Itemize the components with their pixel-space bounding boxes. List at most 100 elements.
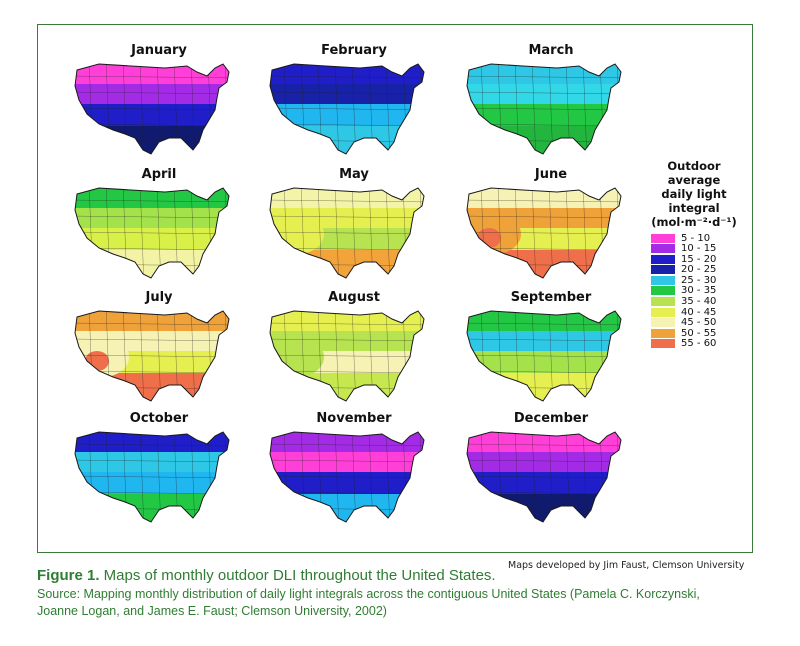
state-border xyxy=(385,188,391,278)
state-border xyxy=(270,354,424,358)
us-map xyxy=(269,63,425,155)
state-border xyxy=(139,64,145,154)
state-border xyxy=(190,311,196,401)
legend-item: 40 - 45 xyxy=(651,307,750,318)
dli-band xyxy=(467,351,621,373)
state-border xyxy=(270,459,424,463)
legend-swatch xyxy=(651,254,675,264)
dli-band xyxy=(467,104,621,126)
month-panel-august: August xyxy=(264,290,444,412)
month-panel-may: May xyxy=(264,167,444,289)
state-border xyxy=(69,524,239,526)
dli-band xyxy=(75,250,229,278)
legend-item: 5 - 10 xyxy=(651,233,750,244)
month-title: April xyxy=(141,167,177,182)
state-border xyxy=(139,432,145,522)
state-border xyxy=(190,188,196,278)
state-border xyxy=(467,443,621,447)
state-border xyxy=(334,311,340,401)
month-panel-march: March xyxy=(461,43,641,165)
legend-label: 45 - 50 xyxy=(681,317,717,329)
month-panel-june: June xyxy=(461,167,641,289)
state-border xyxy=(139,188,145,278)
state-border xyxy=(467,459,621,463)
dli-band xyxy=(270,250,424,278)
dli-band xyxy=(75,104,229,126)
us-map xyxy=(69,431,239,526)
month-panel-april: April xyxy=(69,167,249,289)
state-border xyxy=(467,107,621,111)
legend-swatch xyxy=(651,265,675,275)
legend-swatch xyxy=(651,286,675,296)
legend-title-line: daily light xyxy=(661,187,727,201)
dli-region-peak xyxy=(477,228,501,248)
legend-item: 25 - 30 xyxy=(651,275,750,286)
dli-band xyxy=(75,373,229,401)
state-border xyxy=(190,64,196,154)
dli-band xyxy=(75,64,229,84)
month-panel-december: December xyxy=(461,411,641,533)
legend-swatch xyxy=(651,339,675,349)
us-outline xyxy=(74,310,230,402)
dli-band xyxy=(270,432,424,452)
dli-region-peak xyxy=(85,351,109,371)
state-border xyxy=(467,231,621,235)
state-border xyxy=(467,91,621,95)
legend-item: 15 - 20 xyxy=(651,254,750,265)
dli-band xyxy=(75,494,229,522)
us-outline xyxy=(74,187,230,279)
state-border xyxy=(75,199,229,203)
legend-swatch xyxy=(651,318,675,328)
legend-label: 10 - 15 xyxy=(681,243,717,255)
legend-swatch xyxy=(651,307,675,317)
legend-swatch xyxy=(651,297,675,307)
us-outline xyxy=(269,431,425,523)
state-border xyxy=(582,432,588,522)
us-map xyxy=(74,63,230,155)
state-border xyxy=(270,475,424,479)
state-border xyxy=(75,443,229,447)
dli-band xyxy=(75,208,229,228)
us-map xyxy=(269,187,425,279)
state-border xyxy=(467,215,621,219)
state-border xyxy=(75,75,229,79)
caption-title: Figure 1. Maps of monthly outdoor DLI th… xyxy=(37,567,767,585)
state-border xyxy=(467,338,621,342)
state-border xyxy=(75,459,229,463)
us-outline xyxy=(466,310,622,402)
state-border xyxy=(582,188,588,278)
month-panel-september: September xyxy=(461,290,641,412)
state-border xyxy=(531,188,537,278)
legend-items: 5 - 10 10 - 15 15 - 20 20 - 25 25 - 30 30 - 3… xyxy=(651,233,750,349)
us-map xyxy=(466,187,622,279)
figure-frame: January February March April May June July Augu… xyxy=(37,24,753,571)
month-title: July xyxy=(145,290,173,305)
state-border xyxy=(75,107,229,111)
dli-band xyxy=(467,84,621,104)
us-map xyxy=(74,187,230,279)
state-border xyxy=(334,188,340,278)
us-map xyxy=(74,310,230,402)
state-border xyxy=(531,64,537,154)
us-outline xyxy=(466,187,622,279)
us-outline xyxy=(466,63,622,155)
month-title: August xyxy=(328,290,380,305)
dli-band xyxy=(270,373,424,401)
state-border xyxy=(270,231,424,235)
legend-label: 55 - 60 xyxy=(681,338,717,350)
legend: Outdoor average daily light integral (mo… xyxy=(638,159,750,350)
dli-band xyxy=(270,64,424,84)
state-border xyxy=(270,322,424,326)
state-border xyxy=(385,311,391,401)
state-border xyxy=(270,91,424,95)
month-title: May xyxy=(339,167,369,182)
month-panel-october: October xyxy=(69,411,249,533)
dli-band xyxy=(75,126,229,154)
dli-band xyxy=(75,432,229,452)
us-map xyxy=(466,310,622,402)
legend-title-line: average xyxy=(667,173,721,187)
legend-label: 35 - 40 xyxy=(681,296,717,308)
month-title: October xyxy=(129,411,189,426)
state-border xyxy=(582,64,588,154)
state-border xyxy=(75,475,229,479)
